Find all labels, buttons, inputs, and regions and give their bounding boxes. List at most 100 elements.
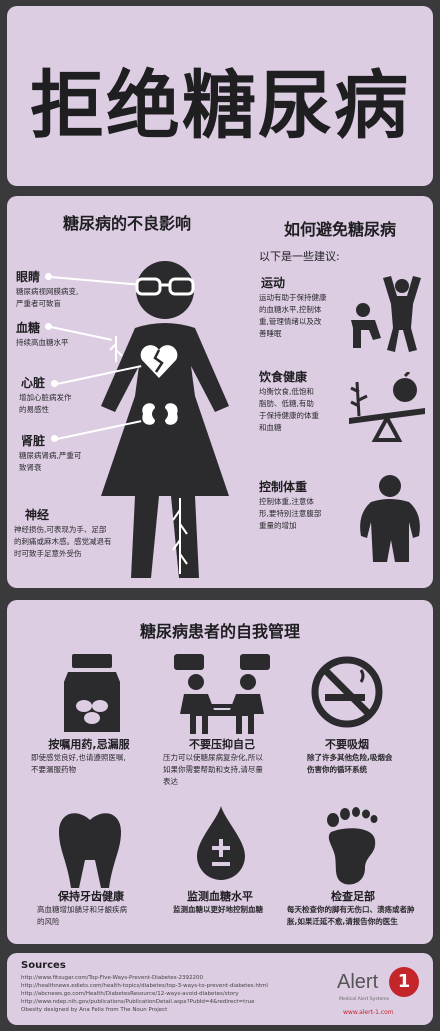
conversation-icon bbox=[174, 654, 270, 734]
weight-desc-line: 重量的增加 bbox=[259, 521, 297, 530]
medication-desc-line: 即使感觉良好,也请遵照医嘱, bbox=[31, 753, 126, 762]
avoid-panel: 如何避免糖尿病 以下是一些建议: 运动 运动有助于保持健康 的血糖水平,控制体 … bbox=[247, 196, 433, 588]
effects-heading: 糖尿病的不良影响 bbox=[62, 214, 191, 233]
stress-desc-line: 如果你需要帮助和支持,请尽量 bbox=[163, 765, 263, 774]
nerves-desc: 神经损伤,可表现为手、足部 的刺痛或麻木感。感觉减退有 时可致手足意外受伤 bbox=[14, 524, 112, 560]
kidney-desc-line: 致肾衰 bbox=[19, 463, 42, 472]
nerves-desc-line: 的刺痛或麻木感。感觉减退有 bbox=[14, 537, 112, 546]
kidney-dot bbox=[51, 435, 58, 442]
heart-desc: 增加心脏病发作 的易感性 bbox=[19, 392, 72, 416]
source-link[interactable]: http://www.fitsugar.com/Top-Five-Ways-Pr… bbox=[21, 975, 203, 981]
exercise-desc-line: 运动有助于保持健康 bbox=[259, 293, 327, 302]
teeth-desc-line: 高血糖增加龋牙和牙龈疾病 bbox=[37, 905, 127, 914]
diet-desc: 均衡饮食,低饱和 脂肪、低糖,有助 于保持健康的体重 和血糖 bbox=[259, 386, 319, 434]
heart-label: 心脏 bbox=[21, 376, 46, 390]
title-panel: 拒绝糖尿病 bbox=[7, 6, 433, 186]
eyes-desc: 糖尿病视网膜病变, 严重者可致盲 bbox=[16, 286, 78, 310]
nerves-desc-line: 时可致手足意外受伤 bbox=[14, 549, 82, 558]
nerves-desc-line: 神经损伤,可表现为手、足部 bbox=[14, 525, 107, 534]
blood-drop-icon bbox=[197, 806, 245, 880]
effects-panel: 糖尿病的不良影响 眼睛 糖尿病视网膜病变, 严重者可致盲 血糖 持续高血糖水平 … bbox=[7, 196, 267, 588]
self-management-panel: 糖尿病患者的自我管理 按嘱用药,忌漏服 即使感觉良好,也请遵照医嘱, 不要漏服药… bbox=[7, 600, 433, 944]
logo-tagline: Medical Alert Systems bbox=[339, 997, 389, 1002]
logo-badge-icon: 1 bbox=[389, 967, 419, 997]
page-title: 拒绝糖尿病 bbox=[30, 63, 410, 149]
eyes-label: 眼睛 bbox=[16, 270, 41, 284]
diet-desc-line: 和血糖 bbox=[259, 423, 282, 432]
medication-label: 按嘱用药,忌漏服 bbox=[48, 738, 130, 751]
sources-heading: Sources bbox=[21, 960, 66, 971]
diet-desc-line: 均衡饮食,低饱和 bbox=[259, 387, 314, 396]
footprint-icon bbox=[327, 807, 378, 885]
pill-bottle-icon bbox=[64, 654, 120, 732]
heart-desc-line: 增加心脏病发作 bbox=[19, 393, 72, 402]
stress-desc: 压力可以使糖尿病复杂化,所以 如果你需要帮助和支持,请尽量 表达 bbox=[163, 752, 263, 788]
exercise-label: 运动 bbox=[261, 276, 286, 290]
broken-heart-icon bbox=[140, 345, 178, 378]
nerves-label: 神经 bbox=[25, 508, 50, 522]
diet-label: 饮食健康 bbox=[259, 370, 308, 384]
source-link[interactable]: http://healthnews.ediets.com/health-topi… bbox=[21, 983, 268, 989]
no-smoking-icon bbox=[311, 656, 383, 728]
blood-vessel-icon bbox=[109, 336, 123, 362]
exercise-desc-line: 的血糖水平,控制体 bbox=[259, 305, 322, 314]
exercise-desc-line: 善睡眠 bbox=[259, 329, 282, 338]
sources-panel: Sources http://www.fitsugar.com/Top-Five… bbox=[7, 953, 433, 1025]
teeth-desc: 高血糖增加龋牙和牙龈疾病 的风险 bbox=[37, 904, 127, 928]
heart-dot bbox=[51, 380, 58, 387]
tooth-icon bbox=[59, 813, 121, 888]
exercise-desc-line: 重,管理情绪以及改 bbox=[259, 317, 322, 326]
source-link[interactable]: http://www.ndep.nih.gov/publications/Pub… bbox=[21, 999, 255, 1005]
smoking-desc-line: 伤害你的循环系统 bbox=[307, 765, 367, 774]
kidney-desc: 糖尿病肾病,严重可 致肾衰 bbox=[19, 450, 81, 474]
foot-desc-line: 每天检查你的脚有无伤口、溃疡或者肿 bbox=[287, 905, 415, 914]
smoking-desc-line: 除了许多其他危险,吸烟会 bbox=[307, 753, 393, 762]
glasses-icon bbox=[135, 277, 195, 296]
stress-desc-line: 表达 bbox=[163, 777, 178, 786]
blood-sugar-label: 血糖 bbox=[16, 321, 41, 335]
foot-label: 检查足部 bbox=[331, 890, 375, 903]
kidney-desc-line: 糖尿病肾病,严重可 bbox=[19, 451, 82, 460]
alert-logo: Alert 1 Medical Alert Systems www.alert-… bbox=[337, 965, 429, 1021]
obesity-icon bbox=[360, 475, 420, 562]
smoking-label: 不要吸烟 bbox=[325, 738, 369, 751]
weight-desc-line: 形,要特别注意腹部 bbox=[259, 509, 322, 518]
kidneys-icon bbox=[142, 403, 178, 425]
diet-desc-line: 脂肪、低糖,有助 bbox=[259, 399, 314, 408]
woman-body-icon bbox=[101, 261, 229, 578]
self-management-heading: 糖尿病患者的自我管理 bbox=[139, 622, 300, 641]
foot-desc-line: 胀,如果迁延不愈,请报告你的医生 bbox=[287, 917, 398, 926]
avoid-heading: 如何避免糖尿病 bbox=[283, 220, 396, 239]
kidney-label: 肾脏 bbox=[21, 434, 46, 448]
source-link[interactable]: http://abcnews.go.com/Health/DiabetesRes… bbox=[21, 991, 239, 997]
teeth-desc-line: 的风险 bbox=[37, 917, 60, 926]
monitor-desc: 监测血糖以更好地控制血糖 bbox=[173, 905, 263, 914]
eyes-desc-line: 严重者可致盲 bbox=[16, 299, 61, 308]
logo-url[interactable]: www.alert-1.com bbox=[343, 1009, 394, 1016]
source-credit: Obesity designed by Ana Felix from The N… bbox=[21, 1007, 168, 1013]
logo-text: Alert bbox=[337, 971, 379, 993]
weight-desc-line: 控制体重,注意体 bbox=[259, 497, 314, 506]
smoking-desc: 除了许多其他危险,吸烟会 伤害你的循环系统 bbox=[307, 752, 392, 776]
nerve-icon bbox=[172, 498, 188, 574]
eyes-desc-line: 糖尿病视网膜病变, bbox=[16, 287, 79, 296]
diet-desc-line: 于保持健康的体重 bbox=[259, 411, 319, 420]
blood-sugar-desc: 持续高血糖水平 bbox=[16, 338, 69, 347]
foot-desc: 每天检查你的脚有无伤口、溃疡或者肿 胀,如果迁延不愈,请报告你的医生 bbox=[287, 904, 415, 928]
exercise-desc: 运动有助于保持健康 的血糖水平,控制体 重,管理情绪以及改 善睡眠 bbox=[259, 292, 327, 340]
exercise-icon bbox=[351, 276, 421, 352]
medication-desc: 即使感觉良好,也请遵照医嘱, 不要漏服药物 bbox=[31, 752, 126, 776]
monitor-label: 监测血糖水平 bbox=[187, 890, 253, 903]
teeth-label: 保持牙齿健康 bbox=[58, 890, 124, 903]
avoid-intro: 以下是一些建议: bbox=[259, 250, 340, 263]
balance-scale-icon bbox=[349, 372, 425, 442]
blood-sugar-dot bbox=[45, 323, 52, 330]
stress-desc-line: 压力可以使糖尿病复杂化,所以 bbox=[163, 753, 263, 762]
logo-badge-number: 1 bbox=[397, 971, 411, 992]
stress-label: 不要压抑自己 bbox=[189, 738, 255, 751]
weight-label: 控制体重 bbox=[259, 480, 308, 494]
eyes-dot bbox=[45, 273, 52, 280]
medication-desc-line: 不要漏服药物 bbox=[31, 765, 76, 774]
weight-desc: 控制体重,注意体 形,要特别注意腹部 重量的增加 bbox=[259, 496, 321, 532]
heart-desc-line: 的易感性 bbox=[19, 405, 49, 414]
